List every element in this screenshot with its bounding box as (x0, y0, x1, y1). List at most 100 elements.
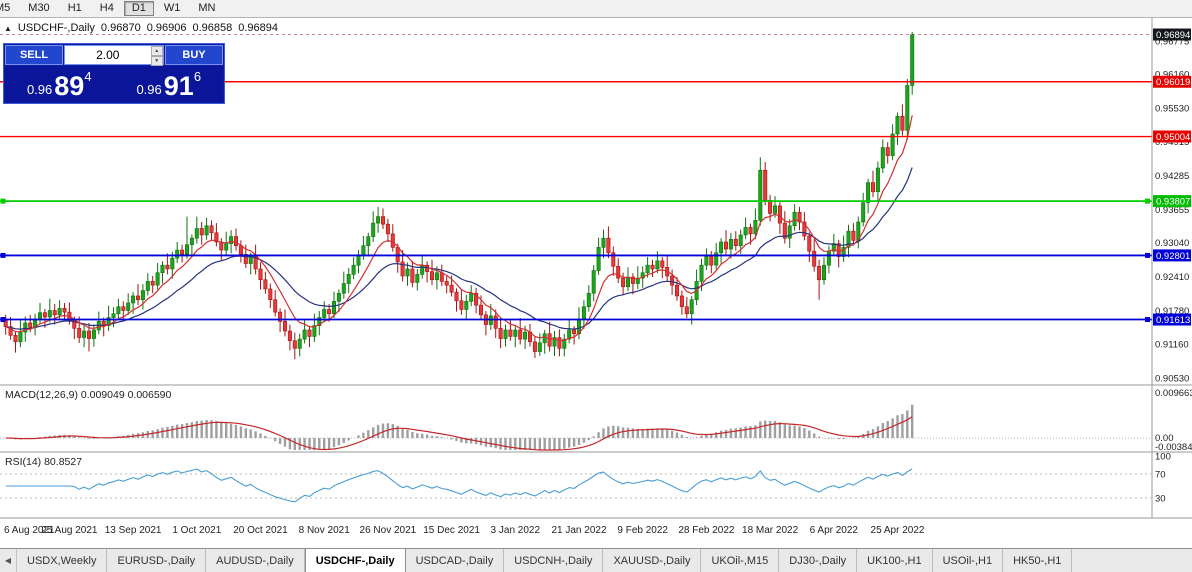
buy-price-big: 91 (163, 71, 194, 101)
buy-button[interactable]: BUY (165, 45, 223, 65)
candle-body (655, 260, 660, 270)
rsi-axis-label: 30 (1155, 494, 1166, 505)
candle-body (474, 292, 479, 306)
candle-body (106, 317, 111, 326)
symbol-tab-usdcnh-[interactable]: USDCNH-,Daily (504, 549, 604, 572)
candle-body (866, 182, 871, 203)
series-marker-icon: ▲ (4, 23, 12, 33)
symbol-tab-dj30-[interactable]: DJ30-,Daily (779, 549, 858, 572)
sell-price-big: 89 (54, 71, 85, 101)
date-axis-label: 25 Aug 2021 (41, 525, 98, 536)
ohlc-open: 0.96870 (100, 22, 141, 34)
candle-body (513, 329, 518, 337)
timeframe-button-d1[interactable]: D1 (123, 1, 154, 16)
date-axis-label: 15 Dec 2021 (423, 525, 480, 536)
date-axis-label: 21 Jan 2022 (551, 525, 606, 536)
price-badge-label: 0.91613 (1156, 315, 1190, 326)
candle-body (238, 245, 243, 255)
candle-body (552, 337, 557, 347)
date-axis-label: 6 Aug 2021 (4, 525, 55, 536)
candle-body (13, 335, 18, 343)
candle-body (77, 328, 82, 338)
tab-scroll-left-button[interactable]: ◀ (0, 549, 17, 572)
timeframe-button-m30[interactable]: M30 (20, 1, 57, 16)
candle-body (532, 341, 537, 352)
candle-body (209, 225, 214, 234)
timeframe-button-h4[interactable]: H4 (92, 1, 122, 16)
candle-body (753, 220, 758, 235)
timeframe-button-h1[interactable]: H1 (60, 1, 90, 16)
symbol-tab-hk50-[interactable]: HK50-,H1 (1003, 549, 1073, 572)
price-tick-label: 0.96775 (1155, 36, 1189, 47)
candle-body (194, 228, 199, 239)
buy-price-display[interactable]: 0.96 91 6 (114, 66, 223, 102)
candle-body (390, 233, 395, 248)
sell-price-display[interactable]: 0.96 89 4 (5, 66, 114, 102)
candle-body (493, 315, 498, 329)
symbol-tab-eurusd-[interactable]: EURUSD-,Daily (107, 549, 207, 572)
price-badge (1153, 28, 1191, 41)
price-chart-svg[interactable]: 0.967750.961600.955300.949150.942850.936… (0, 18, 1192, 548)
symbol-tab-uk100-[interactable]: UK100-,H1 (857, 549, 933, 572)
candle-body (243, 254, 248, 264)
symbol-tab-usdx[interactable]: USDX,Weekly (17, 549, 108, 572)
price-tick-label: 0.91780 (1155, 306, 1189, 317)
volume-input[interactable] (65, 46, 151, 64)
symbol-tab-xauusd-[interactable]: XAUUSD-,Daily (603, 549, 702, 572)
symbol-tab-usdchf-[interactable]: USDCHF-,Daily (304, 548, 406, 572)
candle-body (336, 292, 341, 302)
candle-body (126, 302, 131, 311)
candle-body (449, 284, 454, 293)
line-end-marker[interactable] (1145, 317, 1150, 323)
price-badge-label: 0.96019 (1156, 77, 1190, 88)
candle-body (287, 330, 292, 342)
candle-body (454, 291, 459, 302)
symbol-tab-audusd-[interactable]: AUDUSD-,Daily (206, 549, 305, 572)
candle-body (875, 167, 880, 193)
candle-body (258, 268, 263, 281)
volume-decrease-button[interactable]: ▼ (150, 56, 163, 66)
candle-body (87, 330, 92, 339)
candle-body (743, 227, 748, 236)
candle-body (802, 221, 807, 237)
candle-body (121, 306, 126, 311)
symbol-tab-usdcad-[interactable]: USDCAD-,Daily (406, 549, 505, 572)
candle-body (763, 169, 768, 201)
candle-body (351, 264, 356, 275)
candle-body (165, 264, 170, 270)
symbol-tab-usoil-[interactable]: USOil-,H1 (933, 549, 1004, 572)
price-tick-label: 0.94285 (1155, 171, 1189, 182)
symbol-tab-ukoil-[interactable]: UKOil-,M15 (701, 549, 780, 572)
timeframe-button-w1[interactable]: W1 (156, 1, 189, 16)
timeframe-button-mn[interactable]: MN (190, 1, 223, 16)
candle-body (792, 211, 797, 227)
line-end-marker[interactable] (0, 252, 6, 258)
line-end-marker[interactable] (1145, 198, 1150, 204)
line-end-marker[interactable] (0, 198, 6, 204)
date-axis-label: 6 Apr 2022 (810, 525, 859, 536)
buy-price-sup: 6 (193, 69, 202, 84)
candle-body (199, 228, 204, 236)
volume-increase-button[interactable]: ▲ (150, 46, 163, 56)
candle-body (650, 264, 655, 270)
volume-stepper[interactable]: ▲ ▼ (64, 45, 164, 66)
timeframe-button-m5[interactable]: M5 (0, 1, 18, 16)
candle-body (23, 322, 28, 333)
macd-axis-label: -0.00384 (1155, 442, 1192, 453)
date-axis-label: 25 Apr 2022 (871, 525, 925, 536)
fast-ma-line (5, 115, 913, 342)
sell-button[interactable]: SELL (5, 45, 63, 65)
candle-body (160, 264, 165, 274)
candle-body (709, 256, 714, 266)
candle-body (273, 299, 278, 313)
date-axis-label: 8 Nov 2021 (299, 525, 351, 536)
line-end-marker[interactable] (0, 317, 6, 323)
candle-body (278, 311, 283, 322)
candle-body (37, 312, 42, 320)
candle-body (498, 328, 503, 339)
line-end-marker[interactable] (1145, 252, 1150, 258)
ohlc-close: 0.96894 (238, 22, 278, 34)
candle-body (586, 292, 591, 308)
candle-body (136, 295, 141, 301)
candle-body (317, 317, 322, 326)
